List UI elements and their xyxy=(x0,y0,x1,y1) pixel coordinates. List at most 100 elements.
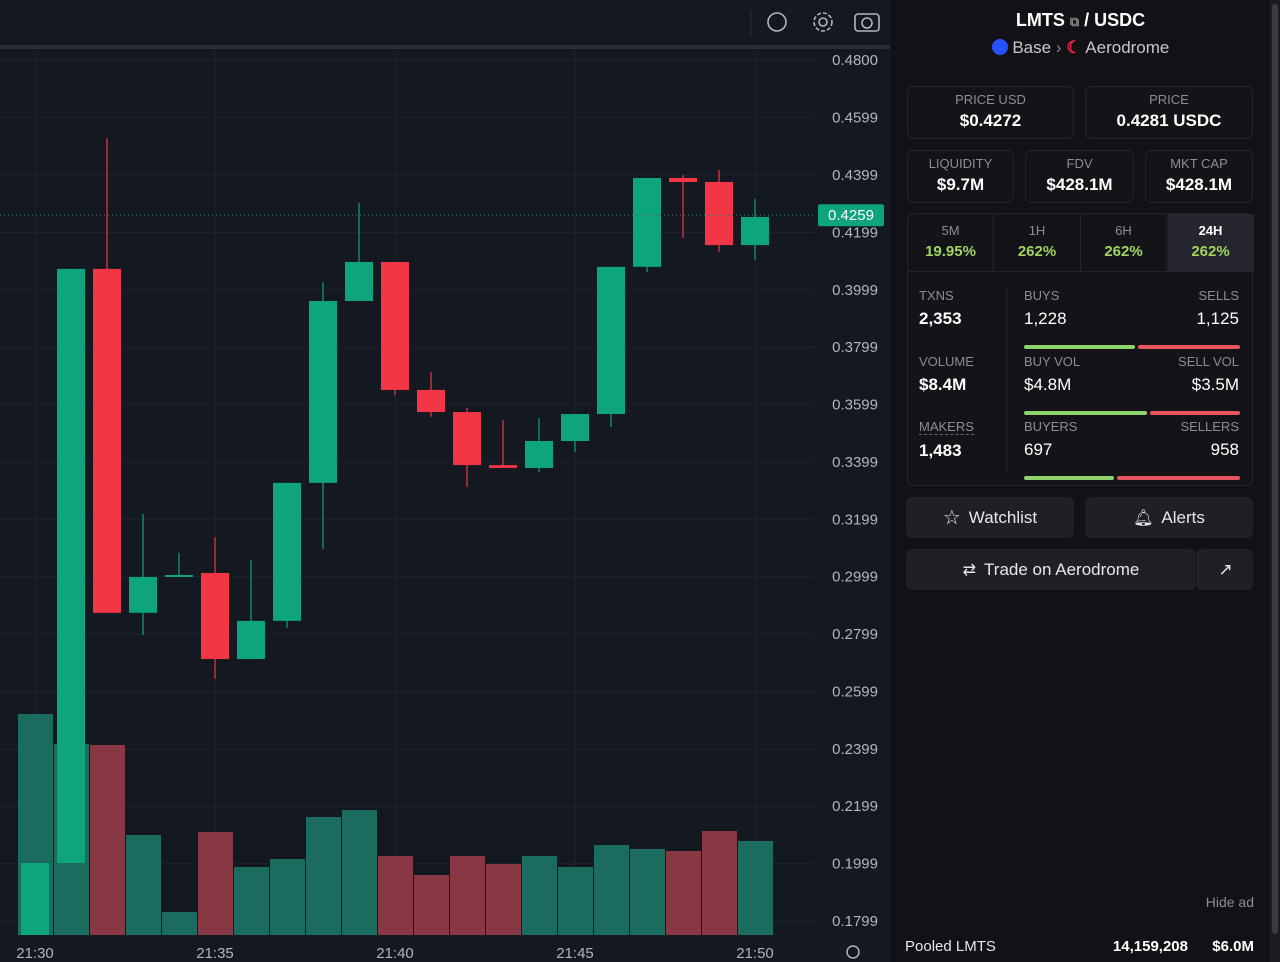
info-panel: LMTS ⧉ / USDC Base › ☾ Aerodrome PRICE U… xyxy=(891,0,1270,962)
y-tick-label: 0.3399 xyxy=(832,454,878,471)
stat-label: PRICE xyxy=(1149,92,1189,107)
period-tab[interactable]: 6H 262% xyxy=(1081,214,1167,271)
scrollbar[interactable] xyxy=(1270,0,1280,962)
y-tick-label: 0.3999 xyxy=(832,282,878,299)
ratio-bar xyxy=(1150,411,1240,415)
last-price-tag xyxy=(818,204,884,227)
stat-value: 1,125 xyxy=(1196,309,1239,328)
y-tick-label: 0.3599 xyxy=(832,397,878,414)
stat-value: $0.4272 xyxy=(959,111,1022,130)
period-label: 5M xyxy=(941,223,960,238)
hide-ad[interactable]: Hide ad xyxy=(1205,894,1254,910)
stat-value: 1,483 xyxy=(919,441,962,460)
candle-body xyxy=(633,177,661,267)
dex-icon: ☾ xyxy=(1066,38,1082,57)
stat-value: $428.1M xyxy=(1165,175,1233,194)
y-tick-label: 0.3199 xyxy=(832,511,878,528)
base-token: LMTS xyxy=(1015,10,1065,30)
x-tick-label: 21:30 xyxy=(16,945,54,962)
candle-body xyxy=(21,862,49,935)
stats-box: TXNS 2,353 VOLUME $8.4M MAKERS 1,483 BUYS 1,… xyxy=(907,213,1254,486)
pooled-label: Pooled LMTS xyxy=(905,938,996,955)
volume-bar xyxy=(162,912,197,935)
stat-label: BUY VOL xyxy=(1024,354,1081,369)
divider xyxy=(908,271,1252,272)
period-tab[interactable]: 24H 262% xyxy=(1167,214,1254,271)
divider xyxy=(1006,288,1007,473)
button-label: Trade on Aerodrome xyxy=(984,559,1140,579)
dex[interactable]: Aerodrome xyxy=(1085,38,1170,57)
y-tick-label: 0.2199 xyxy=(832,798,878,815)
stat-label: MKT CAP xyxy=(1170,156,1228,171)
axis-settings-icon[interactable] xyxy=(846,945,860,959)
volume-bar xyxy=(522,856,557,935)
settings-icon[interactable] xyxy=(818,17,828,27)
stat-value: 697 xyxy=(1024,440,1053,459)
volume-bar xyxy=(486,864,521,935)
candle-body xyxy=(345,261,373,302)
stat-value: $428.1M xyxy=(1046,175,1113,194)
y-tick-label: 0.2599 xyxy=(832,683,878,700)
period-change: 262% xyxy=(1104,243,1143,260)
period-tab[interactable]: 1H 262% xyxy=(995,214,1081,271)
stat-label: SELLS xyxy=(1198,288,1239,303)
last-price-label: 0.4259 xyxy=(828,207,874,224)
pair-subtitle: Base › ☾ Aerodrome xyxy=(891,38,1270,58)
chain[interactable]: Base xyxy=(1012,38,1052,57)
period-label: 1H xyxy=(1028,223,1046,238)
y-tick-label: 0.1799 xyxy=(832,913,878,930)
chain-icon xyxy=(991,39,1008,55)
replay-icon[interactable] xyxy=(767,12,787,32)
copy-icon[interactable]: ⧉ xyxy=(1069,14,1080,29)
volume-bar xyxy=(234,867,269,935)
candle-body xyxy=(381,261,409,390)
candle-body xyxy=(561,414,589,442)
stat-card: PRICE USD $0.4272 xyxy=(907,86,1074,139)
stat-label: FDV xyxy=(1066,156,1093,171)
chart-bg xyxy=(0,0,890,962)
period-tab[interactable]: 5M 19.95% xyxy=(908,214,994,271)
pooled-amount: 14,159,208 xyxy=(1112,938,1188,955)
ratio-bar xyxy=(1024,411,1148,415)
pooled-value: $6.0M xyxy=(1212,938,1254,955)
candle-body xyxy=(273,482,301,621)
alerts-button[interactable]: 🔔︎ Alerts xyxy=(1085,497,1253,538)
snapshot-icon[interactable] xyxy=(854,13,880,32)
candle-body xyxy=(237,620,265,660)
toolbar-icons[interactable] xyxy=(767,12,880,32)
scroll-thumb[interactable] xyxy=(1272,4,1278,934)
period-change: 262% xyxy=(1191,243,1230,260)
candle-body xyxy=(93,268,121,613)
x-tick-label: 21:35 xyxy=(196,945,234,962)
trade-button[interactable]: ⇄ Trade on Aerodrome xyxy=(906,549,1196,590)
stat-value: 0.4281 USDC xyxy=(1116,111,1222,130)
y-tick-label: 0.3799 xyxy=(832,339,878,356)
stat-label: BUYS xyxy=(1024,288,1060,303)
candle-body xyxy=(201,572,229,660)
y-tick-label: 0.2999 xyxy=(832,569,878,586)
stat-value: 2,353 xyxy=(919,309,962,328)
x-tick-label: 21:40 xyxy=(376,945,414,962)
breadcrumb-arrow: › xyxy=(1055,38,1062,57)
x-tick-label: 21:50 xyxy=(736,945,774,962)
y-tick-label: 0.2399 xyxy=(832,741,878,758)
stat-label: PRICE USD xyxy=(955,92,1026,107)
volume-bar xyxy=(594,845,629,935)
stat-value: $3.5M xyxy=(1191,375,1239,394)
volume-bar xyxy=(306,817,341,935)
volume-bar xyxy=(414,875,449,935)
volume-bar xyxy=(378,856,413,935)
candle-body xyxy=(129,576,157,613)
stat-card: FDV $428.1M xyxy=(1025,150,1134,203)
y-tick-label: 0.4199 xyxy=(832,224,878,241)
period-label: 6H xyxy=(1115,223,1132,238)
external-link-button[interactable]: ↗ xyxy=(1197,549,1253,590)
candle-body xyxy=(417,389,445,413)
stat-label: LIQUIDITY xyxy=(928,156,993,171)
y-tick-label: 0.2799 xyxy=(832,626,878,643)
volume-bar xyxy=(198,832,233,935)
button-label: Alerts xyxy=(1161,507,1205,527)
watchlist-button[interactable]: ☆ Watchlist xyxy=(906,497,1074,538)
volume-bar xyxy=(90,745,125,935)
